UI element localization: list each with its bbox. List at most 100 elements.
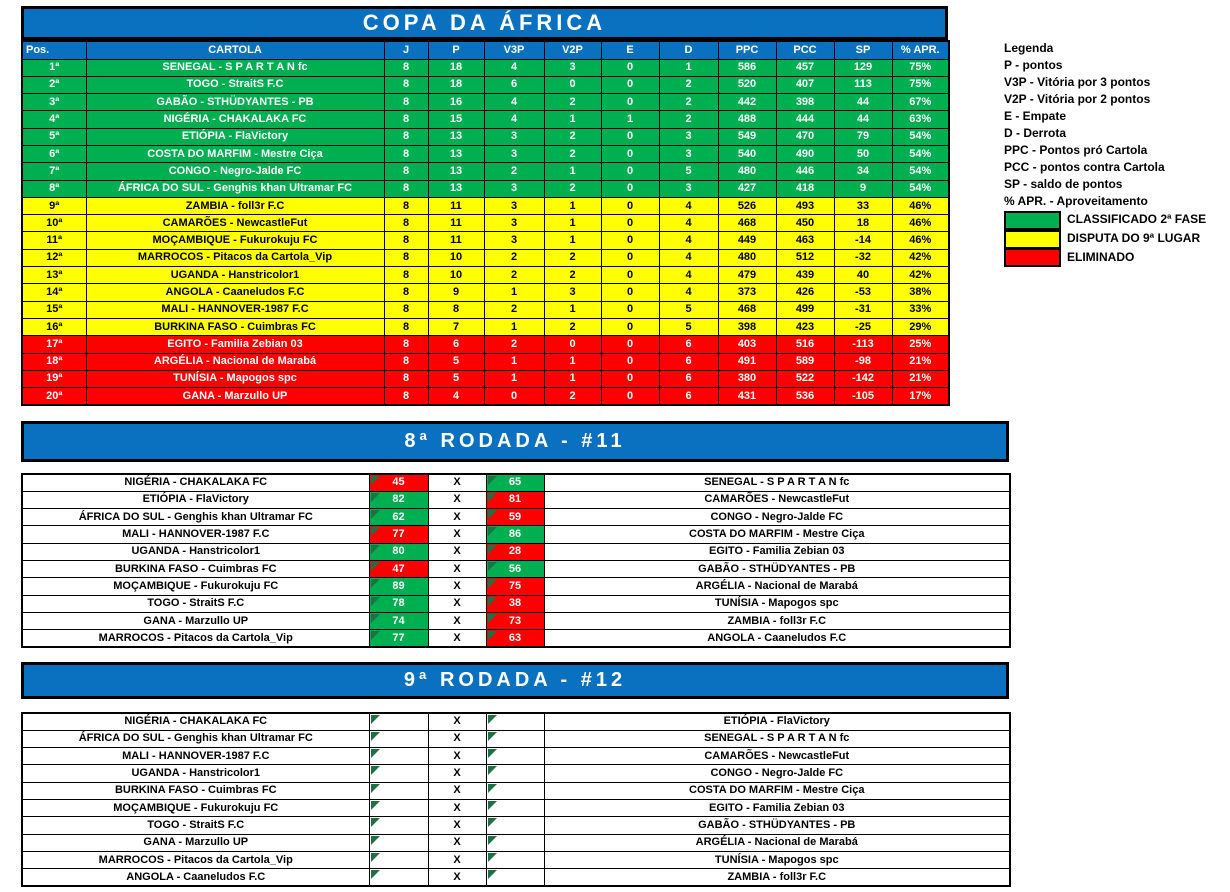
standings-cell-j[interactable]: 8 <box>383 75 429 95</box>
standings-cell-apr[interactable]: 75% <box>891 58 950 77</box>
home-team-cell[interactable]: MALI - HANNOVER-1987 F.C <box>21 747 370 766</box>
home-team-cell[interactable]: MALI - HANNOVER-1987 F.C <box>21 525 370 544</box>
away-team-cell[interactable]: CAMARÕES - NewcastleFut <box>543 747 1011 766</box>
standings-cell-v3p[interactable]: 4 <box>483 58 545 77</box>
standings-cell-d[interactable]: 3 <box>658 179 719 198</box>
separator-cell[interactable]: X <box>427 490 487 510</box>
standings-cell-d[interactable]: 1 <box>658 58 719 77</box>
standings-cell-j[interactable]: 8 <box>383 144 429 164</box>
standings-cell-ppc[interactable]: 398 <box>717 317 777 337</box>
standings-cell-sp[interactable]: -105 <box>833 387 893 406</box>
standings-cell-d[interactable]: 4 <box>658 283 719 302</box>
standings-cell-v3p[interactable]: 3 <box>483 214 545 233</box>
separator-cell[interactable]: X <box>427 577 487 596</box>
standings-cell-j[interactable]: 8 <box>383 335 429 354</box>
standings-cell-ppc[interactable]: 480 <box>717 248 777 268</box>
standings-cell-v2p[interactable]: 0 <box>543 335 602 354</box>
standings-cell-team[interactable]: COSTA DO MARFIM - Mestre Ciça <box>85 144 385 164</box>
standings-cell-v3p[interactable]: 2 <box>483 162 545 181</box>
standings-cell-j[interactable]: 8 <box>383 196 429 216</box>
standings-cell-team[interactable]: SENEGAL - S P A R T A N fc <box>85 58 385 77</box>
standings-cell-pcc[interactable]: 499 <box>775 300 835 319</box>
away-score-cell[interactable]: 75 <box>485 577 545 596</box>
away-score-cell[interactable] <box>485 729 545 749</box>
standings-cell-p[interactable]: 7 <box>427 317 485 337</box>
standings-cell-j[interactable]: 8 <box>383 214 429 233</box>
away-score-cell[interactable] <box>485 781 545 800</box>
standings-cell-d[interactable]: 6 <box>658 369 719 389</box>
away-score-cell[interactable]: 81 <box>485 490 545 510</box>
standings-cell-team[interactable]: BURKINA FASO - Cuimbras FC <box>85 317 385 337</box>
separator-cell[interactable]: X <box>427 816 487 835</box>
standings-cell-pos[interactable]: 1ª <box>21 58 87 77</box>
standings-cell-v2p[interactable]: 2 <box>543 93 602 112</box>
away-team-cell[interactable]: GABÃO - STHÜDYANTES - PB <box>543 816 1011 835</box>
away-team-cell[interactable]: COSTA DO MARFIM - Mestre Ciça <box>543 525 1011 544</box>
standings-cell-sp[interactable]: 129 <box>833 58 893 77</box>
standings-cell-d[interactable]: 2 <box>658 93 719 112</box>
standings-cell-e[interactable]: 0 <box>600 93 660 112</box>
standings-cell-j[interactable]: 8 <box>383 162 429 181</box>
standings-cell-pos[interactable]: 10ª <box>21 214 87 233</box>
standings-cell-apr[interactable]: 54% <box>891 144 950 164</box>
away-team-cell[interactable]: GABÃO - STHÜDYANTES - PB <box>543 559 1011 579</box>
separator-cell[interactable]: X <box>427 542 487 561</box>
standings-cell-pcc[interactable]: 426 <box>775 283 835 302</box>
home-score-cell[interactable] <box>368 764 429 783</box>
standings-cell-e[interactable]: 0 <box>600 352 660 371</box>
standings-cell-d[interactable]: 6 <box>658 352 719 371</box>
home-team-cell[interactable]: GANA - Marzullo UP <box>21 611 370 631</box>
standings-cell-p[interactable]: 4 <box>427 387 485 406</box>
away-team-cell[interactable]: CAMARÕES - NewcastleFut <box>543 490 1011 510</box>
standings-cell-v2p[interactable]: 1 <box>543 300 602 319</box>
standings-cell-e[interactable]: 0 <box>600 369 660 389</box>
standings-cell-j[interactable]: 8 <box>383 93 429 112</box>
away-score-cell[interactable] <box>485 816 545 835</box>
standings-cell-apr[interactable]: 42% <box>891 248 950 268</box>
standings-cell-p[interactable]: 13 <box>427 162 485 181</box>
standings-cell-team[interactable]: TUNÍSIA - Mapogos spc <box>85 369 385 389</box>
standings-cell-e[interactable]: 0 <box>600 266 660 285</box>
standings-cell-pcc[interactable]: 463 <box>775 231 835 250</box>
standings-cell-d[interactable]: 5 <box>658 162 719 181</box>
standings-cell-apr[interactable]: 33% <box>891 300 950 319</box>
standings-cell-pos[interactable]: 20ª <box>21 387 87 406</box>
standings-cell-team[interactable]: EGITO - Familia Zebian 03 <box>85 335 385 354</box>
away-score-cell[interactable]: 65 <box>485 473 545 492</box>
standings-cell-team[interactable]: ANGOLA - Caaneludos F.C <box>85 283 385 302</box>
standings-cell-ppc[interactable]: 549 <box>717 127 777 146</box>
standings-cell-sp[interactable]: 18 <box>833 214 893 233</box>
standings-cell-pos[interactable]: 13ª <box>21 266 87 285</box>
separator-cell[interactable]: X <box>427 798 487 818</box>
standings-cell-ppc[interactable]: 540 <box>717 144 777 164</box>
standings-cell-d[interactable]: 2 <box>658 110 719 129</box>
standings-cell-pcc[interactable]: 446 <box>775 162 835 181</box>
home-score-cell[interactable] <box>368 816 429 835</box>
away-team-cell[interactable]: ANGOLA - Caaneludos F.C <box>543 629 1011 648</box>
home-score-cell[interactable] <box>368 798 429 818</box>
standings-cell-ppc[interactable]: 491 <box>717 352 777 371</box>
standings-cell-ppc[interactable]: 431 <box>717 387 777 406</box>
standings-cell-pos[interactable]: 7ª <box>21 162 87 181</box>
standings-cell-team[interactable]: ZAMBIA - foll3r F.C <box>85 196 385 216</box>
standings-cell-p[interactable]: 5 <box>427 369 485 389</box>
home-team-cell[interactable]: MOÇAMBIQUE - Fukurokuju FC <box>21 577 370 596</box>
standings-cell-v3p[interactable]: 2 <box>483 335 545 354</box>
standings-cell-d[interactable]: 3 <box>658 144 719 164</box>
standings-cell-ppc[interactable]: 520 <box>717 75 777 95</box>
separator-cell[interactable]: X <box>427 747 487 766</box>
standings-cell-sp[interactable]: -98 <box>833 352 893 371</box>
standings-cell-p[interactable]: 18 <box>427 75 485 95</box>
standings-cell-j[interactable]: 8 <box>383 266 429 285</box>
standings-cell-sp[interactable]: -14 <box>833 231 893 250</box>
separator-cell[interactable]: X <box>427 712 487 731</box>
standings-cell-sp[interactable]: 40 <box>833 266 893 285</box>
standings-cell-d[interactable]: 2 <box>658 75 719 95</box>
standings-cell-p[interactable]: 8 <box>427 300 485 319</box>
away-team-cell[interactable]: EGITO - Familia Zebian 03 <box>543 542 1011 561</box>
standings-cell-apr[interactable]: 63% <box>891 110 950 129</box>
standings-cell-apr[interactable]: 21% <box>891 369 950 389</box>
separator-cell[interactable]: X <box>427 781 487 800</box>
standings-cell-v2p[interactable]: 2 <box>543 179 602 198</box>
standings-cell-p[interactable]: 5 <box>427 352 485 371</box>
